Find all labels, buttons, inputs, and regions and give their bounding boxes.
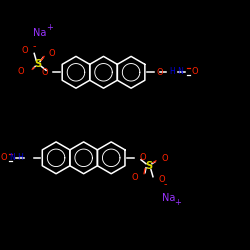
Text: O: O <box>42 68 48 77</box>
Text: -: - <box>32 42 36 51</box>
Text: Na: Na <box>162 192 175 202</box>
Text: O: O <box>159 175 166 184</box>
Text: S: S <box>34 59 42 69</box>
Text: +: + <box>174 198 181 207</box>
Text: O: O <box>132 173 138 182</box>
Text: +: + <box>46 23 52 32</box>
Text: N H: N H <box>10 153 24 162</box>
Text: O: O <box>162 154 168 163</box>
Text: O: O <box>18 67 24 76</box>
Text: S: S <box>146 161 152 171</box>
Text: O: O <box>139 153 146 162</box>
Text: O: O <box>1 153 7 162</box>
Text: -: - <box>163 179 167 189</box>
Text: O: O <box>48 49 55 58</box>
Text: O: O <box>192 67 198 76</box>
Text: O: O <box>22 46 28 55</box>
Text: Na: Na <box>34 28 47 38</box>
Text: O: O <box>157 68 164 77</box>
Text: H N: H N <box>170 67 184 76</box>
